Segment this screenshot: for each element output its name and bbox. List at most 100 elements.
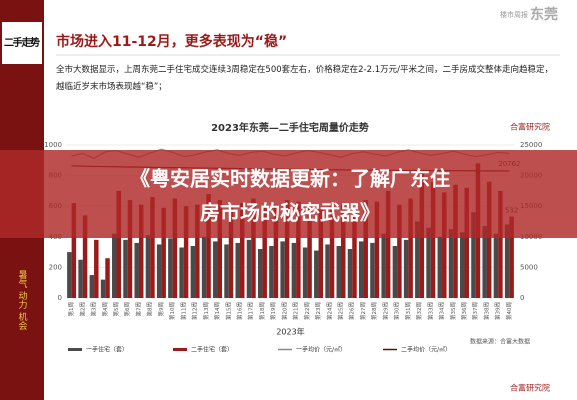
bar (442, 192, 447, 298)
bar (78, 259, 83, 298)
brand-top: 楼市周报 (500, 10, 528, 19)
bar (71, 203, 77, 298)
bar (437, 236, 443, 298)
x-tick-label: 第5周 (112, 302, 120, 317)
bar (325, 244, 330, 298)
bar (138, 204, 144, 298)
y-tick-label: 0 (58, 294, 62, 302)
bar (100, 279, 106, 298)
bar (112, 233, 117, 298)
source: 数据来源：合富大数据 (470, 338, 530, 346)
bar (504, 224, 510, 298)
bar (172, 198, 178, 298)
logo: 合富研究院 (510, 122, 550, 132)
sidebar-footer: 暑气 动力 机会 (17, 270, 28, 331)
bar (82, 215, 88, 298)
bar (251, 198, 256, 298)
bar (448, 229, 454, 298)
x-tick-label: 第6周 (123, 302, 131, 317)
bar (381, 233, 386, 298)
x-tick-label: 第25周 (337, 302, 345, 320)
x-tick-label: 第33周 (426, 302, 434, 320)
bar (89, 275, 95, 298)
x-tick-label: 第13周 (202, 302, 210, 320)
bar (374, 201, 380, 298)
bar (397, 204, 402, 298)
bar (284, 200, 290, 298)
x-tick-label: 第31周 (404, 302, 412, 320)
bar (228, 206, 234, 298)
bar (430, 181, 436, 298)
bar (453, 184, 458, 298)
bar (150, 197, 155, 298)
x-tick-label: 第15周 (224, 302, 232, 320)
bar (385, 190, 391, 298)
bar (509, 216, 514, 298)
bar (145, 235, 151, 298)
x-tick-label: 第18周 (258, 302, 266, 320)
bar (127, 200, 133, 298)
x-tick-label: 第21周 (292, 302, 300, 320)
x-tick-label: 第17周 (247, 302, 255, 320)
x-tick-label: 第22周 (303, 302, 311, 320)
bar (94, 239, 99, 298)
banner-line1: 《粤安居实时数据更新：了解广东住 (130, 167, 450, 191)
bar (206, 193, 211, 298)
x-tick-label: 第30周 (393, 302, 401, 320)
banner (0, 150, 577, 238)
bar (269, 245, 274, 298)
bar (302, 247, 308, 298)
x-tick-label: 第3周 (90, 302, 98, 317)
x-tick-label: 第40周 (505, 302, 513, 320)
x-tick-label: 第34周 (438, 302, 446, 320)
bar (156, 244, 162, 298)
bar (341, 204, 346, 298)
bar (116, 190, 122, 298)
x-axis-label: 2023年 (276, 327, 304, 337)
x-tick-label: 第4周 (101, 302, 109, 317)
bar (217, 200, 223, 298)
bar (183, 206, 189, 298)
legend-label: 二手住宅（套） (191, 346, 233, 354)
banner-line2: 房市场的秘密武器》 (200, 201, 380, 225)
x-tick-label: 第9周 (157, 302, 165, 317)
bar (168, 238, 173, 298)
x-tick-label: 第36周 (460, 302, 468, 320)
bar (408, 198, 413, 298)
bar (262, 207, 267, 298)
x-tick-label: 第23周 (314, 302, 322, 320)
bar (235, 242, 240, 298)
bar (190, 245, 196, 298)
legend-label: 一手住宅（套） (86, 346, 128, 354)
footer-logo: 合富研究院 (510, 383, 550, 393)
bar (291, 242, 297, 298)
x-tick-label: 第7周 (134, 302, 142, 317)
bar (352, 207, 357, 298)
x-tick-label: 第39周 (494, 302, 502, 320)
x-tick-label: 第10周 (168, 302, 176, 320)
sidebar-badge: 二手走势 (4, 36, 40, 49)
x-tick-label: 第14周 (213, 302, 221, 320)
bar (403, 239, 409, 298)
x-tick-label: 第24周 (325, 302, 333, 320)
bar (123, 239, 128, 298)
bar (296, 201, 301, 298)
bar (493, 233, 499, 298)
x-tick-label: 第11周 (179, 302, 187, 320)
bar (498, 190, 503, 298)
bar (482, 226, 487, 298)
sidebar-badge-box (2, 22, 42, 64)
bar (134, 242, 139, 298)
x-tick-label: 第12周 (191, 302, 199, 320)
x-tick-label: 第29周 (381, 302, 389, 320)
y2-tick-label: 25000 (520, 141, 542, 149)
bar (224, 244, 229, 298)
bar (67, 252, 72, 298)
x-tick-label: 第20周 (280, 302, 288, 320)
legend-swatch (68, 348, 82, 351)
legend-label: 一手均价（元/㎡） (296, 346, 346, 354)
bar (370, 242, 375, 298)
bar (239, 203, 245, 298)
bar (358, 241, 364, 298)
